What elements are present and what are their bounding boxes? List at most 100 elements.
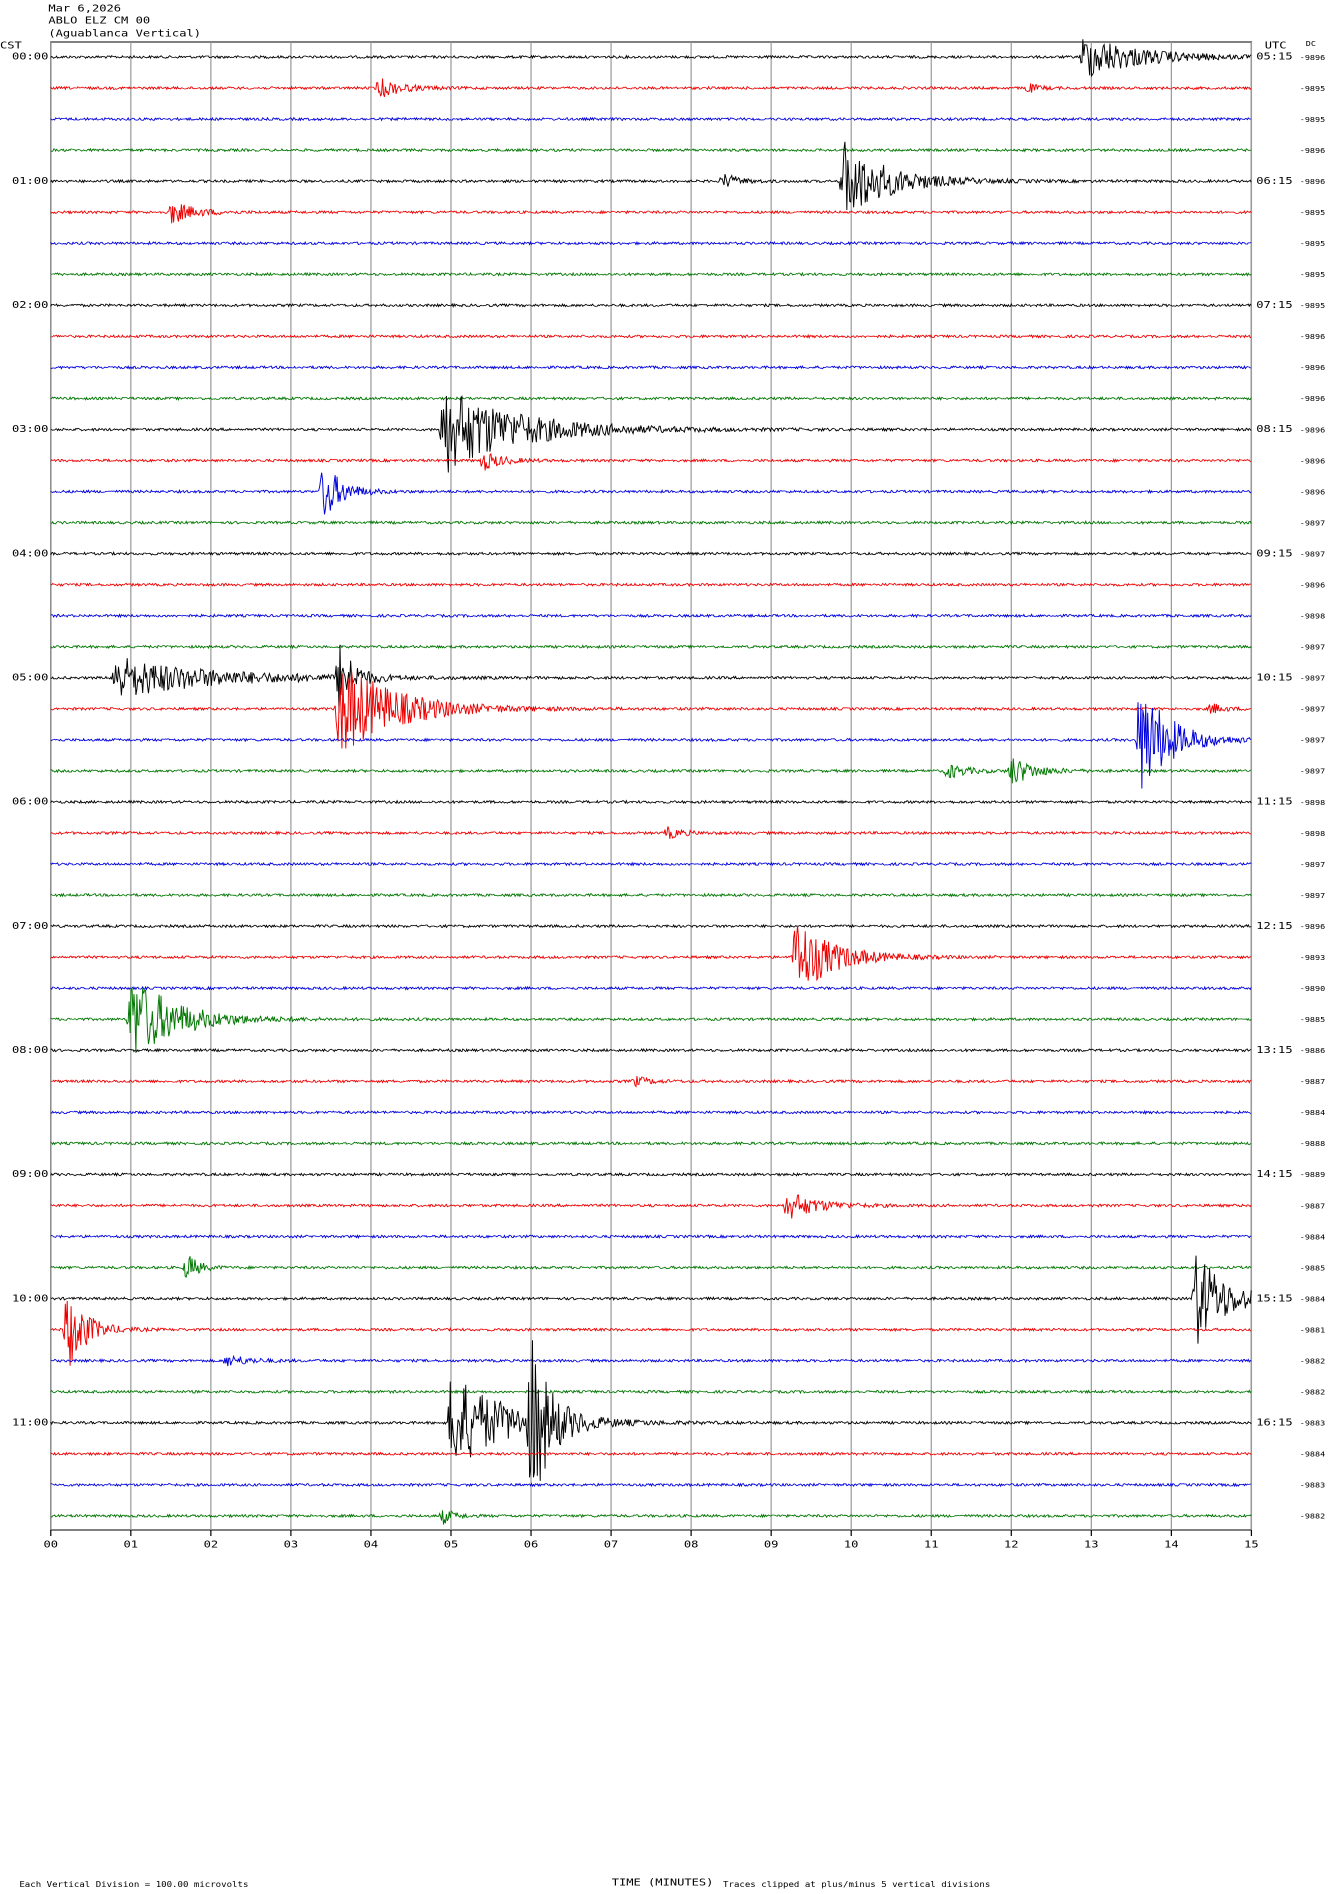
trace xyxy=(50,758,1252,784)
utc-time: 13:15 xyxy=(1256,1044,1292,1056)
utc-time: 06:15 xyxy=(1256,175,1292,187)
dc-value: -9895 xyxy=(1300,302,1326,310)
cst-time: 07:00 xyxy=(12,920,48,932)
trace xyxy=(50,271,1252,277)
dc-value: -9897 xyxy=(1300,705,1326,713)
utc-time: 12:15 xyxy=(1256,920,1292,932)
dc-value: -9897 xyxy=(1300,550,1326,558)
trace xyxy=(50,1451,1252,1457)
x-axis-label: TIME (MINUTES) xyxy=(612,1877,714,1889)
dc-value: -9889 xyxy=(1300,1171,1326,1179)
trace xyxy=(50,671,1252,749)
x-tick-label: 02 xyxy=(204,1539,219,1551)
x-tick-label: 10 xyxy=(844,1539,859,1551)
x-tick-label: 04 xyxy=(364,1539,379,1551)
utc-time: 10:15 xyxy=(1256,671,1292,683)
trace xyxy=(50,799,1252,805)
trace xyxy=(50,472,1252,515)
trace xyxy=(50,520,1252,525)
trace xyxy=(50,1171,1252,1177)
trace xyxy=(50,364,1252,371)
dc-value: -9895 xyxy=(1300,271,1326,279)
cst-time: 01:00 xyxy=(12,175,48,187)
scale-note: Each Vertical Division = 100.00 microvol… xyxy=(19,1880,248,1889)
cst-time: 00:00 xyxy=(12,51,48,63)
trace xyxy=(50,985,1252,991)
dc-value: -9896 xyxy=(1300,923,1326,931)
trace xyxy=(50,1194,1252,1219)
trace xyxy=(50,1256,1252,1278)
trace xyxy=(50,394,1252,473)
trace xyxy=(50,1234,1252,1240)
dc-value: -9896 xyxy=(1300,53,1326,61)
x-tick-label: 15 xyxy=(1244,1539,1259,1551)
trace xyxy=(50,1140,1252,1146)
dc-value: -9882 xyxy=(1300,1357,1325,1365)
dc-value: -9896 xyxy=(1300,457,1326,465)
trace xyxy=(50,987,1252,1054)
cst-label: CST xyxy=(0,40,22,52)
utc-time: 07:15 xyxy=(1256,299,1292,311)
utc-time: 08:15 xyxy=(1256,423,1292,435)
trace xyxy=(50,1482,1252,1488)
trace xyxy=(50,861,1252,867)
dc-value: -9897 xyxy=(1300,736,1326,744)
dc-value: -9898 xyxy=(1300,612,1326,620)
date: Mar 6,2026 xyxy=(48,3,121,15)
trace xyxy=(50,39,1252,78)
utc-time: 15:15 xyxy=(1256,1292,1292,1304)
location: (Aguablanca Vertical) xyxy=(48,28,201,40)
utc-time: 11:15 xyxy=(1256,796,1292,808)
cst-time: 08:00 xyxy=(12,1044,48,1056)
trace xyxy=(50,1389,1252,1395)
dc-value: -9896 xyxy=(1300,395,1326,403)
trace xyxy=(50,116,1252,122)
trace xyxy=(50,452,1252,471)
trace xyxy=(50,1076,1252,1088)
cst-time: 06:00 xyxy=(12,796,48,808)
cst-time: 11:00 xyxy=(12,1416,48,1428)
trace xyxy=(50,1510,1252,1525)
dc-value: -9896 xyxy=(1300,488,1326,496)
dc-label: DC xyxy=(1306,39,1317,47)
x-tick-label: 07 xyxy=(604,1539,619,1551)
dc-value: -9896 xyxy=(1300,333,1326,341)
dc-value: -9884 xyxy=(1300,1233,1326,1241)
cst-time: 02:00 xyxy=(12,299,48,311)
trace xyxy=(50,923,1252,929)
dc-value: -9886 xyxy=(1300,1047,1326,1055)
utc-time: 05:15 xyxy=(1256,51,1292,63)
trace xyxy=(50,1340,1252,1481)
trace xyxy=(50,925,1252,982)
dc-value: -9884 xyxy=(1300,1450,1326,1458)
cst-time: 05:00 xyxy=(12,671,48,683)
dc-value: -9890 xyxy=(1300,985,1326,993)
x-tick-label: 00 xyxy=(44,1539,59,1551)
trace xyxy=(50,644,1252,714)
trace xyxy=(50,613,1252,619)
trace xyxy=(50,141,1252,211)
dc-value: -9895 xyxy=(1300,116,1326,124)
dc-value: -9881 xyxy=(1300,1326,1326,1334)
dc-value: -9897 xyxy=(1300,861,1326,869)
utc-time: 14:15 xyxy=(1256,1168,1292,1180)
x-tick-label: 03 xyxy=(284,1539,299,1551)
trace xyxy=(50,550,1252,557)
utc-time: 09:15 xyxy=(1256,547,1292,559)
cst-time: 10:00 xyxy=(12,1292,48,1304)
trace xyxy=(50,702,1252,789)
x-tick-label: 06 xyxy=(524,1539,539,1551)
dc-value: -9897 xyxy=(1300,519,1326,527)
dc-value: -9883 xyxy=(1300,1419,1326,1427)
cst-time: 09:00 xyxy=(12,1168,48,1180)
x-tick-label: 01 xyxy=(124,1539,139,1551)
dc-value: -9896 xyxy=(1300,178,1326,186)
dc-value: -9883 xyxy=(1300,1481,1326,1489)
dc-value: -9897 xyxy=(1300,892,1326,900)
station: ABLO ELZ CM 00 xyxy=(48,15,150,27)
trace xyxy=(50,204,1252,224)
trace xyxy=(50,240,1252,246)
dc-value: -9896 xyxy=(1300,426,1326,434)
